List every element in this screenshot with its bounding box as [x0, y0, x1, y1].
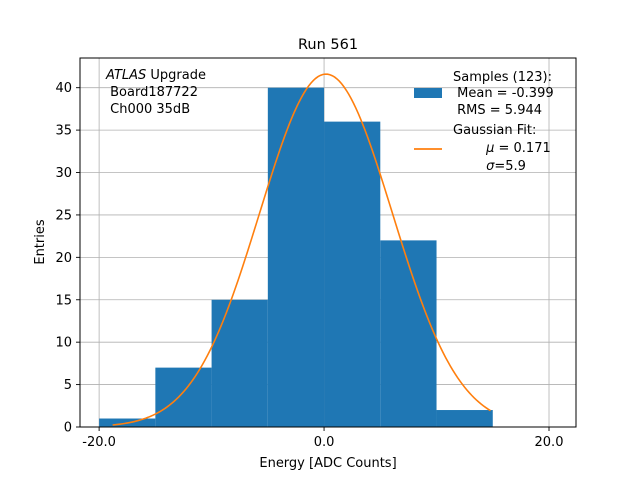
annotation-line-3: Ch000 35dB — [106, 102, 190, 117]
y-tick-label: 20 — [55, 251, 72, 266]
y-axis-ticks: 0 5 10 15 20 25 30 35 40 — [55, 81, 80, 436]
legend-samples-swatch — [414, 88, 442, 98]
y-tick-label: 40 — [55, 81, 72, 96]
y-tick-label: 10 — [55, 336, 72, 351]
x-tick-label: 0.0 — [314, 435, 335, 450]
annotation-line-1: ATLAS Upgrade — [105, 68, 206, 83]
chart-title: Run 561 — [298, 37, 358, 53]
x-tick-label: 20.0 — [535, 435, 564, 450]
y-tick-label: 30 — [55, 166, 72, 181]
legend-samples-line-2: Mean = -0.399 — [453, 86, 554, 101]
y-tick-label: 25 — [55, 208, 72, 223]
histogram-bar — [211, 299, 268, 427]
legend-gaussian-line-1: Gaussian Fit: — [453, 123, 536, 138]
legend-samples-line-3: RMS = 5.944 — [453, 103, 542, 118]
plot-area — [79, 57, 577, 428]
y-tick-label: 15 — [55, 293, 72, 308]
histogram-bar — [267, 87, 325, 428]
y-axis-label: Entries — [33, 219, 48, 265]
histogram-bar — [324, 121, 381, 427]
histogram-bar — [155, 367, 212, 427]
x-tick-label: -20.0 — [82, 435, 116, 450]
x-axis-ticks: -20.0 0.0 20.0 — [82, 427, 563, 450]
y-tick-label: 0 — [64, 421, 72, 436]
annotation-line-2: Board187722 — [106, 85, 198, 100]
histogram-bar — [436, 410, 493, 427]
axes-frame — [79, 57, 577, 428]
histogram-bar — [380, 240, 437, 427]
legend-mu-symbol: μ — [485, 141, 494, 156]
legend: Samples (123): Mean = -0.399 RMS = 5.944… — [414, 70, 571, 174]
histogram-bars — [99, 87, 493, 428]
annotation-upgrade: Upgrade — [146, 68, 206, 83]
legend-sigma-value: =5.9 — [494, 159, 526, 174]
y-tick-label: 5 — [64, 378, 72, 393]
legend-samples-line-1: Samples (123): — [453, 70, 552, 85]
y-tick-label: 35 — [55, 124, 72, 139]
legend-gaussian-line-3: σ=5.9 — [453, 159, 547, 174]
annotation-atlas: ATLAS — [105, 68, 146, 83]
legend-sigma-symbol: σ — [486, 159, 495, 174]
legend-mu-value: = 0.171 — [494, 141, 550, 156]
legend-gaussian-line-2: μ = 0.171 — [453, 141, 571, 156]
gaussian-fit-curve — [112, 73, 491, 426]
x-axis-label: Energy [ADC Counts] — [259, 456, 396, 471]
